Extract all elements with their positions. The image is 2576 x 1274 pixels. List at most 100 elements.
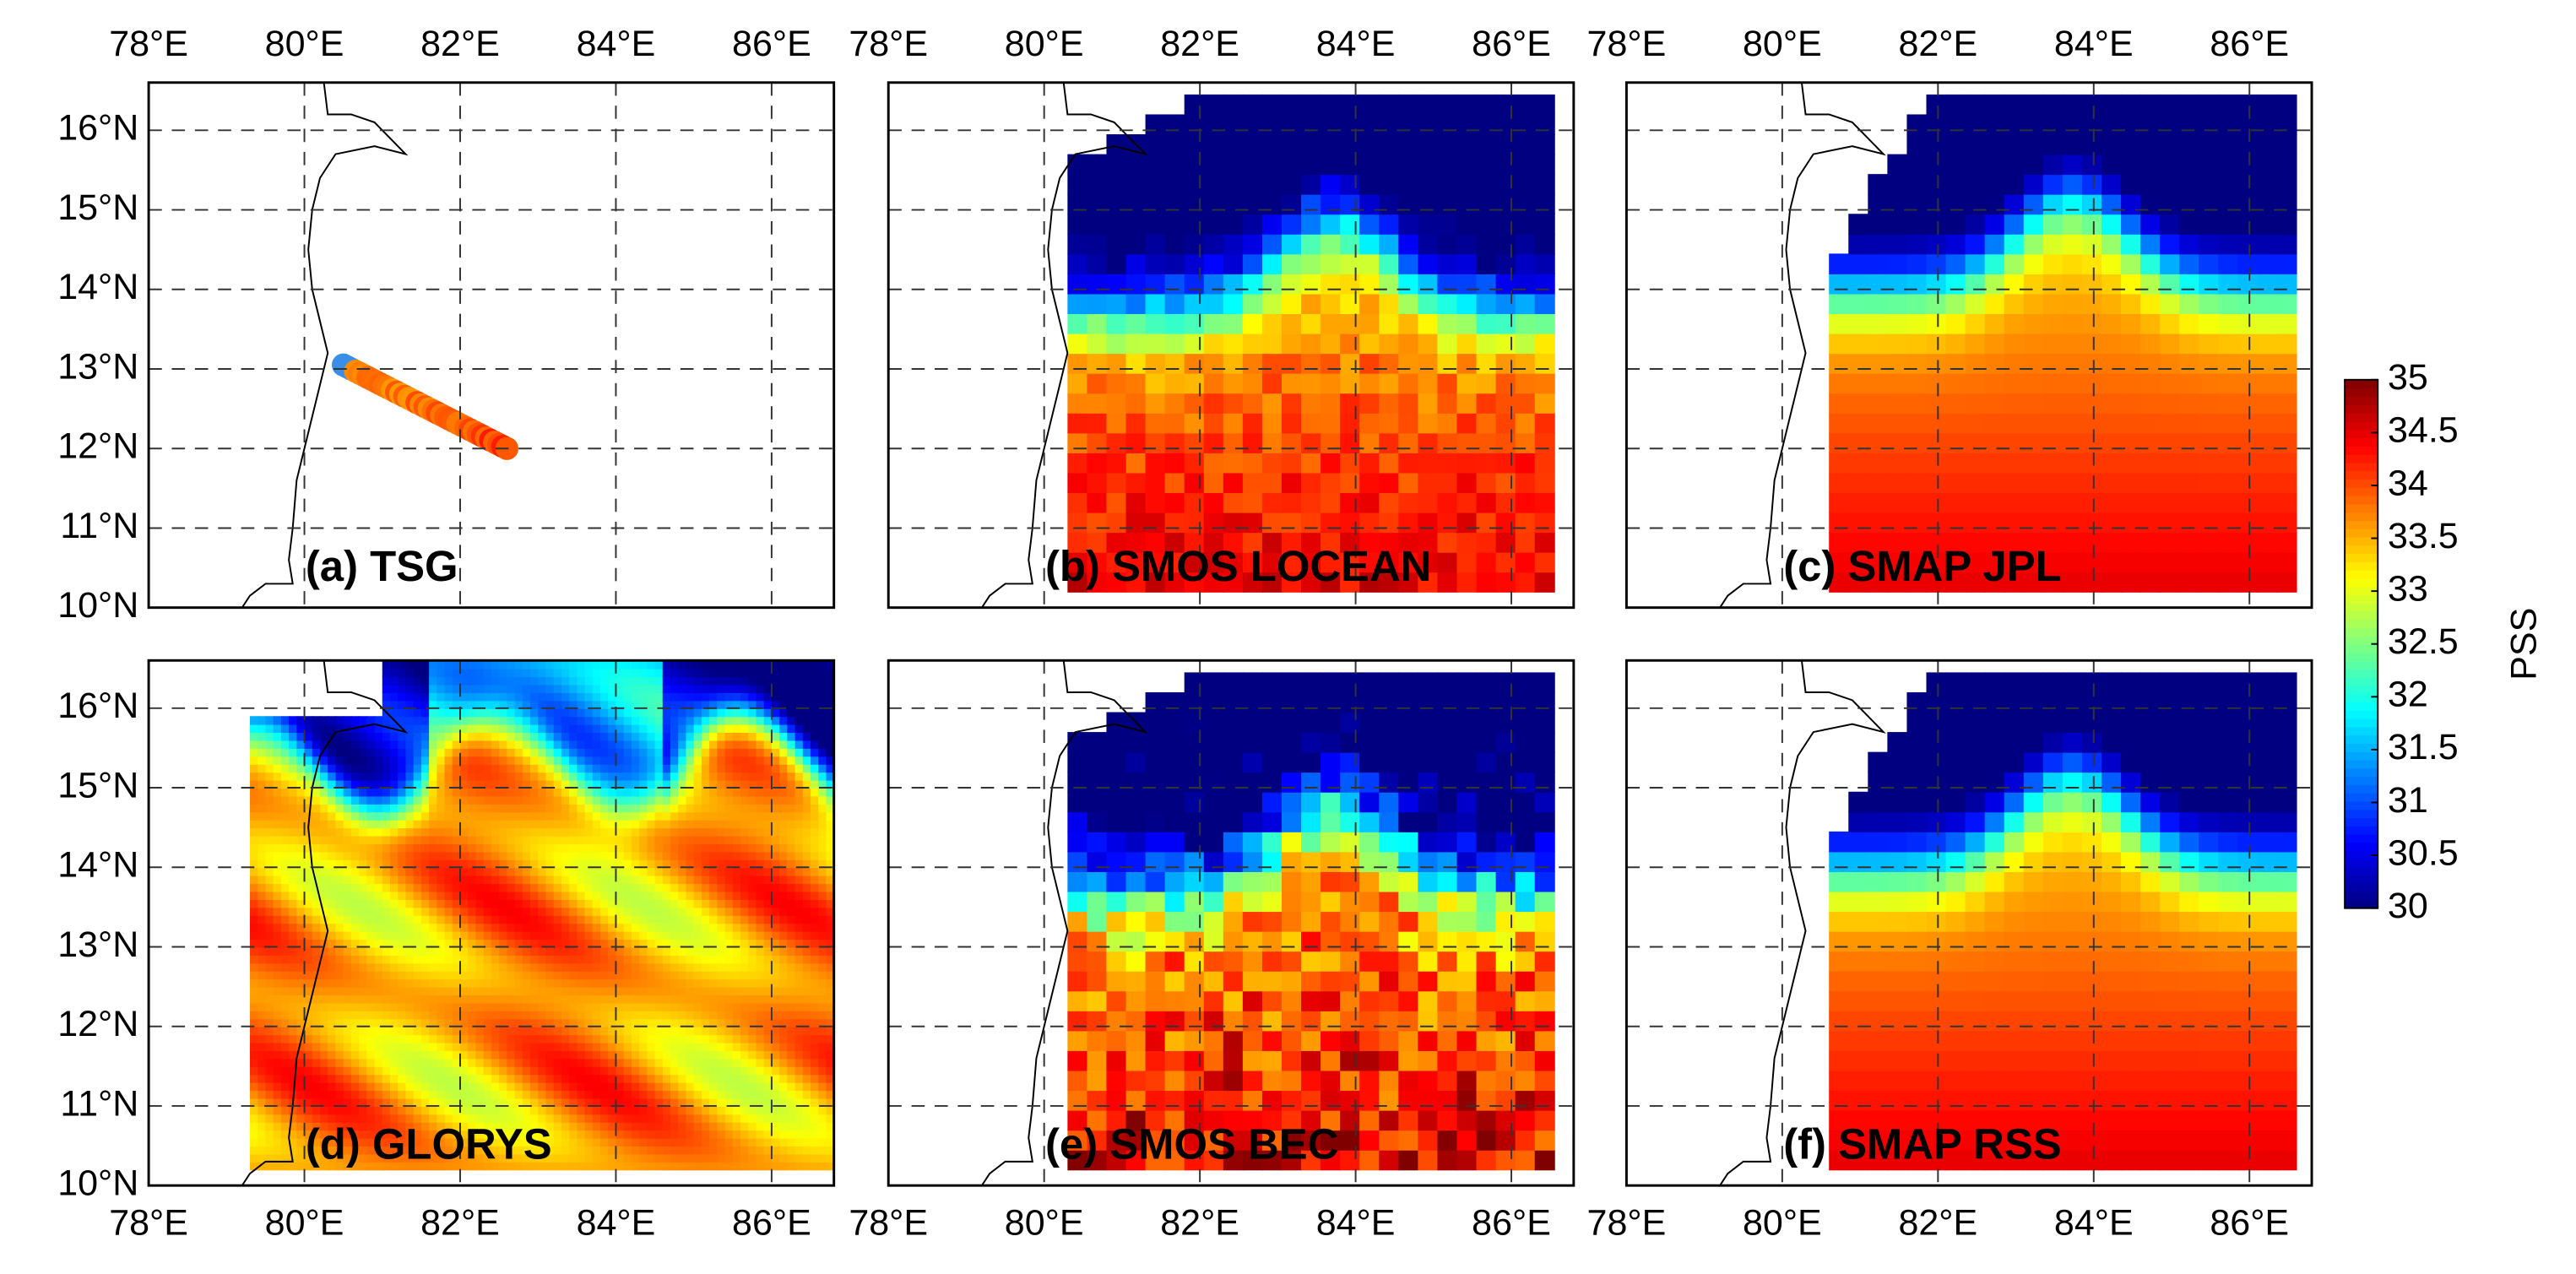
field-cell: [420, 923, 431, 932]
field-cell: [678, 851, 687, 860]
field-cell: [662, 1098, 671, 1107]
field-cell: [328, 946, 337, 956]
field-cell: [366, 867, 376, 876]
field-cell: [639, 1090, 648, 1099]
field-cell: [304, 1098, 313, 1107]
field-cell: [452, 732, 461, 741]
field-cell: [420, 1161, 431, 1171]
field-cell: [429, 747, 438, 757]
field-cell: [662, 788, 671, 797]
field-cell: [304, 1034, 313, 1044]
field-cell: [522, 724, 531, 734]
field-cell: [444, 1010, 453, 1020]
field-cell: [592, 914, 601, 924]
field-cell: [693, 819, 702, 829]
field-cell: [265, 939, 274, 948]
field-cell: [491, 756, 501, 765]
field-cell: [312, 835, 321, 844]
field-cell: [608, 835, 617, 844]
field-cell: [654, 979, 664, 988]
field-cell: [343, 740, 352, 749]
field-cell: [608, 1153, 617, 1163]
field-cell: [623, 803, 632, 813]
field-cell: [289, 724, 298, 734]
field-cell: [2179, 432, 2200, 453]
field-cell: [530, 986, 540, 996]
field-cell: [296, 779, 306, 789]
field-cell: [491, 668, 501, 678]
field-cell: [468, 930, 477, 941]
field-cell: [335, 779, 344, 789]
field-cell: [1437, 134, 1458, 155]
field-cell: [545, 716, 555, 725]
field-cell: [608, 1074, 617, 1083]
field-cell: [389, 930, 399, 941]
field-cell: [444, 788, 453, 797]
field-cell: [584, 660, 594, 670]
field-cell: [343, 1049, 352, 1060]
field-cell: [366, 811, 376, 821]
field-cell: [328, 1121, 337, 1131]
field-cell: [374, 1105, 383, 1115]
panel-label: (a) TSG: [306, 542, 458, 590]
field-cell: [553, 875, 562, 885]
field-cell: [265, 756, 274, 765]
field-cell: [483, 970, 492, 980]
field-cell: [350, 1130, 361, 1139]
field-cell: [335, 859, 344, 869]
field-cell: [1848, 393, 1869, 414]
field-cell: [429, 660, 438, 670]
field-cell: [499, 986, 508, 996]
field-cell: [569, 1082, 578, 1092]
field-cell: [350, 939, 361, 948]
field-cell: [600, 756, 610, 765]
field-cell: [1164, 472, 1185, 494]
field-cell: [538, 859, 547, 869]
field-cell: [343, 1098, 352, 1107]
field-cell: [647, 1114, 656, 1123]
field-cell: [584, 923, 594, 932]
field-cell: [499, 1026, 508, 1036]
field-cell: [2023, 572, 2044, 593]
field-cell: [1437, 393, 1458, 414]
field-cell: [530, 1146, 540, 1155]
field-cell: [670, 859, 680, 869]
field-cell: [2042, 174, 2064, 195]
field-cell: [420, 819, 431, 829]
field-cell: [444, 1042, 453, 1051]
field-cell: [522, 946, 531, 956]
field-cell: [398, 811, 407, 821]
field-cell: [1145, 432, 1166, 453]
field-cell: [1848, 233, 1869, 255]
field-cell: [382, 811, 391, 821]
field-cell: [437, 939, 446, 948]
field-cell: [2179, 551, 2200, 573]
field-cell: [530, 867, 540, 876]
field-cell: [1868, 214, 1889, 235]
field-cell: [343, 763, 352, 773]
field-cell: [343, 995, 352, 1004]
field-cell: [374, 1146, 383, 1155]
field-cell: [1476, 412, 1497, 434]
field-cell: [429, 962, 438, 972]
field-cell: [1868, 432, 1889, 453]
field-cell: [265, 1105, 274, 1115]
field-cell: [1321, 393, 1342, 414]
lon-tick-label: 80°E: [1743, 24, 1822, 64]
field-cell: [2237, 154, 2259, 176]
field-cell: [444, 763, 453, 773]
field-cell: [538, 891, 547, 900]
field-cell: [608, 1082, 617, 1092]
field-cell: [678, 788, 687, 797]
field-cell: [538, 1082, 547, 1092]
field-cell: [577, 898, 586, 908]
field-cell: [1418, 372, 1439, 394]
field-cell: [600, 1098, 610, 1107]
field-cell: [249, 1002, 259, 1011]
field-cell: [538, 883, 547, 892]
field-cell: [398, 716, 407, 725]
field-cell: [569, 747, 578, 757]
field-cell: [701, 1098, 711, 1107]
field-cell: [545, 1130, 555, 1139]
field-cell: [1984, 214, 2005, 235]
